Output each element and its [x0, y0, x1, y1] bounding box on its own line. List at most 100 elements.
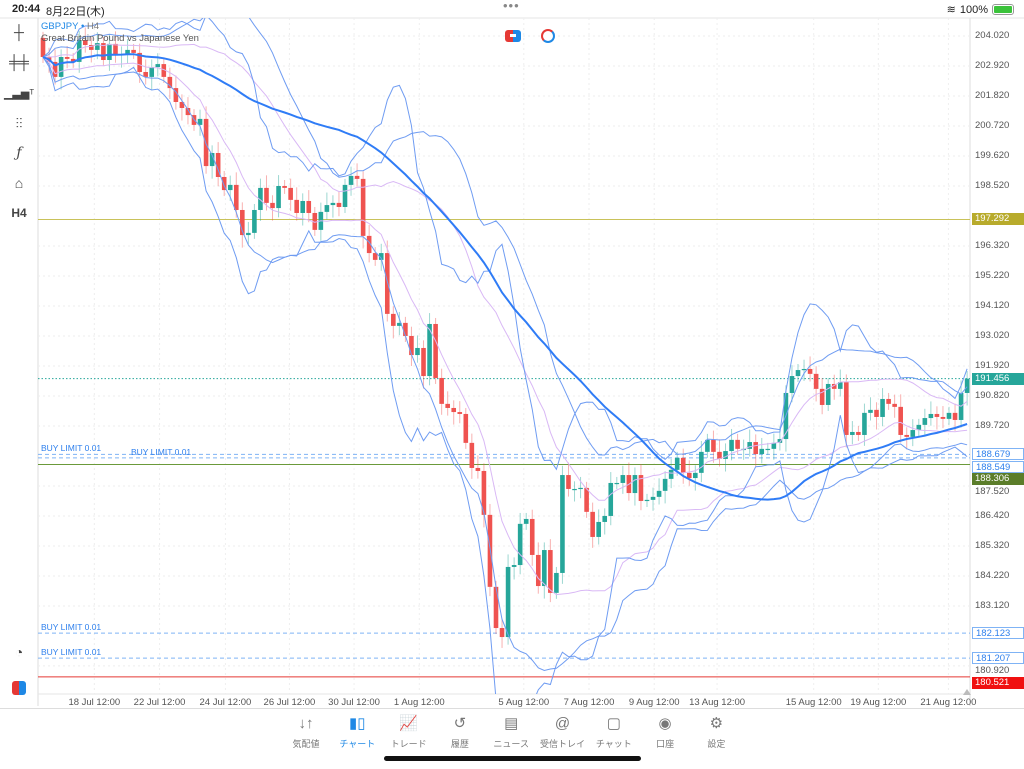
candle-body [397, 322, 402, 326]
candle-body [699, 451, 704, 473]
candle-body [674, 457, 680, 470]
candle-body [209, 152, 215, 167]
multitask-dots-icon[interactable]: ••• [503, 0, 520, 13]
candle-body [233, 184, 239, 210]
candle-body [221, 176, 227, 191]
candle-body [342, 184, 348, 207]
candle-body [644, 499, 650, 502]
candle-body [294, 199, 299, 213]
candle-body [590, 511, 595, 537]
tab-0[interactable]: ↓↑ 気配値 [280, 715, 332, 750]
level-197-price-label[interactable]: 197.292 [972, 213, 1024, 226]
status-time: 20:44 [12, 3, 41, 15]
scroll-end-marker-icon[interactable] [963, 689, 971, 695]
candle-body [306, 200, 312, 213]
candle-body [197, 118, 203, 125]
time-tick-label: 7 Aug 12:00 [563, 697, 615, 708]
candle-body [227, 184, 233, 191]
bollinger-band-lower [42, 56, 968, 596]
tab-label: 気配値 [292, 739, 320, 749]
candle-body [499, 628, 505, 638]
candle-body [511, 565, 517, 567]
tab-label: チャート [339, 739, 376, 749]
buy-limit-3-price-label[interactable]: 182.123 [972, 627, 1024, 640]
candle-body [680, 457, 686, 473]
candle-body [560, 475, 565, 573]
price-tick-label: 186.420 [975, 509, 1010, 521]
tab-7[interactable]: ◉ 口座 [639, 715, 691, 750]
symbol-header[interactable]: GBPJPY • H4 [41, 21, 99, 32]
trading-signals-icon[interactable]: ◔ [14, 644, 24, 660]
status-date: 8月22日(木) [46, 6, 105, 18]
buy-limit-2-price-label[interactable]: 188.549 [972, 460, 1024, 473]
buy-limit-1-order-label[interactable]: BUY LIMIT 0.01 [41, 443, 102, 454]
timeframe-button[interactable]: H4 [11, 206, 27, 220]
buy-limit-3-order-label[interactable]: BUY LIMIT 0.01 [41, 622, 102, 633]
price-tick-label: 204.020 [975, 30, 1010, 41]
price-tick-label: 187.520 [975, 485, 1010, 497]
bid-line-price-label[interactable]: 191.456 [972, 372, 1024, 385]
function-icon[interactable]: ƒ [16, 145, 22, 161]
candle-body [276, 185, 281, 209]
tab-3[interactable]: ↺ 履歴 [434, 715, 486, 750]
one-click-trading-icon[interactable] [6, 677, 32, 699]
tab-6[interactable]: ▢ チャット [588, 715, 640, 750]
level-180-price-label[interactable]: 180.521 [972, 677, 1024, 690]
candle-body [76, 40, 82, 62]
settings-sliders-icon[interactable]: ⫶⫶ [15, 114, 23, 131]
battery-icon [992, 4, 1014, 15]
grid [38, 18, 970, 694]
home-indicator[interactable] [384, 756, 641, 761]
price-tick-label: 196.320 [975, 239, 1010, 251]
tab-icon: ↺ [453, 715, 467, 732]
tab-label: 受信トレイ [539, 739, 585, 749]
one-click-trade-panel-icon[interactable] [505, 30, 521, 42]
candle-body [656, 490, 662, 497]
candle-body [771, 442, 777, 449]
tab-4[interactable]: ▤ ニュース [485, 715, 537, 750]
price-chart[interactable] [0, 0, 1024, 706]
candle-body [542, 550, 547, 587]
candle-body [58, 56, 64, 77]
time-tick-label: 5 Aug 12:00 [498, 697, 550, 708]
time-tick-label: 19 Aug 12:00 [850, 697, 907, 708]
buy-limit-4-price-label[interactable]: 181.207 [972, 652, 1024, 665]
candle-body [686, 472, 692, 479]
candle-body [747, 442, 752, 449]
candle-body [421, 347, 426, 377]
candle-body [946, 412, 952, 419]
candle-body [95, 43, 100, 50]
tab-2[interactable]: 📈 トレード [383, 715, 435, 750]
chart-type-candles-icon[interactable]: ╪╪ [9, 54, 29, 70]
indicators-bars-icon[interactable]: ▁▃▅ᵀ [3, 87, 35, 100]
candle-body [131, 49, 136, 53]
clock-icon[interactable] [541, 29, 555, 43]
candle-body [517, 523, 523, 566]
candle-body [753, 442, 759, 455]
candle-body [107, 43, 112, 60]
time-tick-label: 21 Aug 12:00 [920, 697, 977, 708]
bottom-tab-bar: ↓↑ 気配値 ▮▯ チャート 📈 トレード ↺ 履歴 ▤ ニュース @ 受信トレイ ▢ チャット ◉ 口座 ⚙ 設… [0, 708, 1024, 769]
crosshair-icon[interactable]: ┼ [14, 24, 24, 40]
price-tick-label: 202.920 [975, 59, 1010, 71]
buy-limit-1-price-label[interactable]: 188.679 [972, 448, 1024, 461]
buy-limit-2-order-label[interactable]: BUY LIMIT 0.01 [131, 446, 192, 457]
candle-body [366, 235, 372, 254]
candle-body [52, 61, 58, 77]
candle-body [415, 347, 420, 356]
price-tick-label: 198.520 [975, 179, 1010, 191]
buy-limit-4-order-label[interactable]: BUY LIMIT 0.01 [41, 647, 102, 658]
moving-average-line [42, 53, 968, 501]
candle-body [548, 550, 553, 593]
candle-body [161, 64, 167, 77]
bollinger-band-upper [42, 18, 968, 471]
candle-body [378, 253, 384, 260]
tab-8[interactable]: ⚙ 設定 [690, 715, 742, 750]
objects-shapes-icon[interactable]: ⌂ [14, 175, 24, 191]
candle-body [403, 322, 408, 336]
tab-1[interactable]: ▮▯ チャート [331, 715, 383, 750]
candle-body [481, 470, 487, 515]
level-188-price-label[interactable]: 188.306 [972, 473, 1024, 486]
plot-area [40, 18, 970, 694]
tab-5[interactable]: @ 受信トレイ [537, 715, 589, 750]
